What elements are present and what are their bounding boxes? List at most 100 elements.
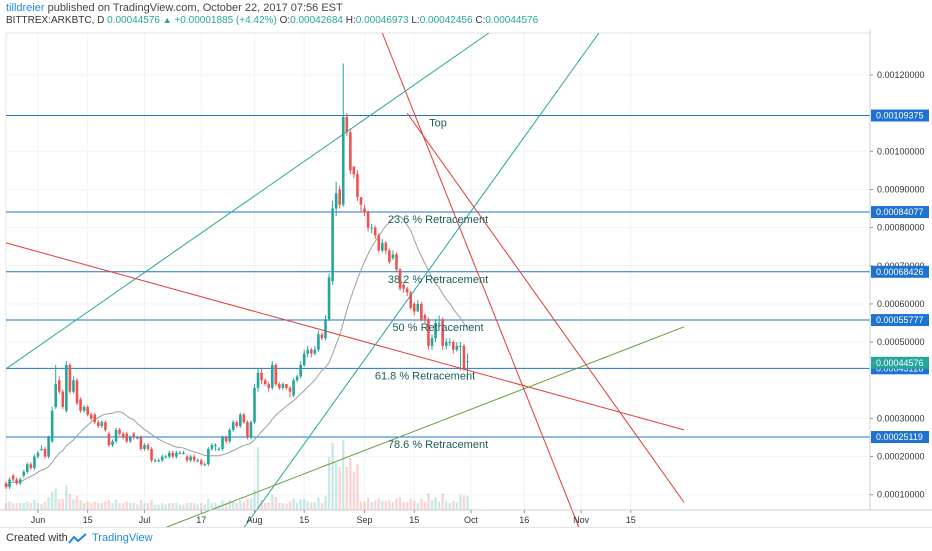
candle-body xyxy=(68,364,72,392)
candle-body xyxy=(455,345,459,350)
volume-bar xyxy=(349,458,352,510)
volume-bar xyxy=(143,503,146,510)
volume-bar xyxy=(320,503,324,510)
author-link[interactable]: tilldreier xyxy=(6,2,45,14)
time-tick-label: Oct xyxy=(464,515,479,525)
time-tick-label: 15 xyxy=(626,515,636,525)
volume-bar xyxy=(285,503,288,510)
volume-bar xyxy=(292,498,295,510)
ma-line xyxy=(5,215,468,488)
candle-body xyxy=(292,380,295,396)
volume-bar xyxy=(256,447,260,510)
candle-body xyxy=(448,342,452,344)
trendline-red[interactable] xyxy=(406,112,685,503)
candle-body xyxy=(43,448,47,457)
candle-body xyxy=(107,433,111,446)
candle-body xyxy=(57,380,61,392)
candle-body xyxy=(168,452,171,457)
price-chart[interactable]: Top 23.6 % Retracement 38.2 % Retracement 5… xyxy=(0,30,932,527)
volume-bar xyxy=(65,485,68,510)
volume-bar xyxy=(413,500,416,510)
candle-body xyxy=(4,483,8,488)
candle-body xyxy=(114,429,118,442)
time-tick-label: 16 xyxy=(519,515,529,525)
volume-bar xyxy=(423,502,427,510)
candle-body xyxy=(288,387,292,392)
price-tag-label: 0.00055777 xyxy=(876,315,924,325)
volume-bar xyxy=(359,501,363,510)
candle-body xyxy=(36,452,40,457)
high-label: H: xyxy=(345,15,356,26)
candle-body xyxy=(11,475,15,480)
volume-bar xyxy=(54,488,57,510)
tradingview-brand[interactable]: TradingView xyxy=(92,532,153,544)
high-value: 0.00046973 xyxy=(355,15,409,26)
time-tick-label: Aug xyxy=(246,515,262,525)
low-label: L: xyxy=(411,15,420,26)
volume-bar xyxy=(182,504,185,510)
volume-bar xyxy=(374,500,377,510)
volume-bar xyxy=(146,503,150,510)
candle-body xyxy=(72,380,75,392)
candle-body xyxy=(221,437,224,449)
volume-bar xyxy=(462,495,466,510)
volume-bar xyxy=(242,501,246,510)
candle-body xyxy=(61,391,65,407)
volume-bar xyxy=(303,499,306,510)
volume-bar xyxy=(310,502,313,510)
volume-bar xyxy=(153,504,157,510)
candle-body xyxy=(118,429,121,434)
trendlines[interactable] xyxy=(5,32,685,527)
volume-bar xyxy=(86,501,89,510)
price-tag xyxy=(871,431,929,444)
candle-body xyxy=(384,242,388,251)
open-value: 0.00042684 xyxy=(290,15,343,26)
volume-bar xyxy=(33,500,36,510)
price-axis[interactable]: 0.00120000 0.00100000 0.00090000 0.00080000… xyxy=(869,30,932,510)
candle-body xyxy=(93,414,97,423)
volume-bar xyxy=(125,501,128,510)
candle-body xyxy=(278,384,281,388)
candle-body xyxy=(452,342,455,350)
volume-bar xyxy=(263,503,267,510)
candle-body xyxy=(402,284,405,289)
candle-body xyxy=(345,116,349,133)
publish-line: tilldreier published on TradingView.com,… xyxy=(6,2,343,14)
volume-bar xyxy=(43,501,47,510)
time-tick-label: 15 xyxy=(299,515,309,525)
candle-body xyxy=(270,364,274,388)
volume-bar xyxy=(200,503,203,510)
price-tick-label: 0.00020000 xyxy=(877,452,925,462)
close-label: C: xyxy=(475,15,486,26)
candle-body xyxy=(420,303,423,320)
ohlc-line: BITTREX:ARKBTC, D 0.00044576 ▲ +0.000018… xyxy=(6,15,538,26)
low-value: 0.00042456 xyxy=(419,15,473,26)
candles xyxy=(4,63,469,490)
fib-label: 78.6 % Retracement xyxy=(388,439,488,451)
candle-body xyxy=(128,437,132,442)
time-axis[interactable]: Jun 15 Jul 17 Aug 15 Sep 15 Oct 16 Nov 15 xyxy=(0,509,932,525)
trendline-red[interactable] xyxy=(381,32,581,527)
trendline-green[interactable] xyxy=(5,32,490,370)
volume-bar xyxy=(345,467,348,510)
candle-body xyxy=(29,464,33,469)
candle-body xyxy=(281,384,285,388)
volume-bar xyxy=(82,503,86,510)
candle-body xyxy=(143,445,146,449)
price-tag xyxy=(871,265,929,278)
candle-body xyxy=(398,269,402,289)
trendline-green[interactable] xyxy=(240,32,600,527)
candle-body xyxy=(100,422,104,427)
change-value: +0.00001885 (+4.42%) xyxy=(174,15,277,26)
trendline-olive[interactable] xyxy=(152,326,685,527)
candle-body xyxy=(40,448,43,450)
volume-bar xyxy=(391,502,395,510)
volume-bar xyxy=(104,501,107,510)
trendline-red[interactable] xyxy=(5,242,685,431)
candle-body xyxy=(139,437,143,449)
volume-bar xyxy=(203,504,206,510)
price-tick-label: 0.00100000 xyxy=(877,146,925,156)
volume-bar xyxy=(381,500,384,510)
candle-body xyxy=(359,197,363,205)
up-arrow-icon: ▲ xyxy=(162,15,172,25)
